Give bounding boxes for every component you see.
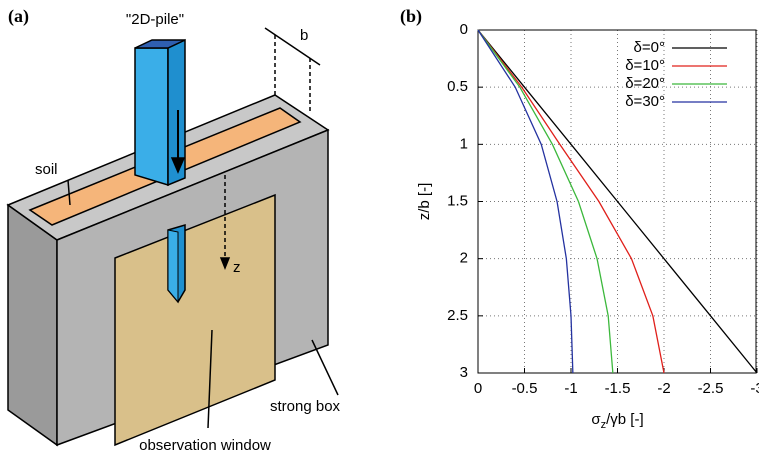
pile-tip (168, 230, 178, 302)
legend-label: δ=30° (625, 93, 665, 110)
leader (312, 340, 338, 395)
figure: (a) "2D-pile" b soil z strong box observ… (0, 0, 759, 461)
x-axis-label: σz/γb [-] (591, 411, 643, 431)
x-tick-label: -1.5 (605, 380, 631, 397)
y-tick-label: 1.5 (447, 192, 468, 209)
window-label: observation window (139, 437, 271, 454)
x-tick-label: -1 (564, 380, 577, 397)
y-axis-label: z/b [-] (416, 183, 433, 221)
y-tick-label: 2.5 (447, 307, 468, 324)
panel-label: (a) (8, 6, 29, 27)
y-tick-label: 2 (460, 250, 468, 267)
box-side (8, 205, 57, 445)
box-label: strong box (270, 398, 341, 415)
width-label: b (300, 27, 308, 44)
x-axis-label-part: /γb [-] (606, 411, 644, 428)
depth-label: z (233, 259, 241, 276)
x-tick-label: 0 (474, 380, 482, 397)
y-tick-label: 3 (460, 364, 468, 381)
x-tick-label: -3 (750, 380, 759, 397)
series-line (478, 30, 757, 373)
panel-label: (b) (400, 6, 422, 27)
legend-label: δ=10° (625, 57, 665, 74)
y-tick-label: 1 (460, 135, 468, 152)
x-tick-label: -2.5 (698, 380, 724, 397)
pile-label: "2D-pile" (126, 11, 184, 28)
x-tick-label: -2 (657, 380, 670, 397)
diagram (8, 28, 338, 445)
soil-label: soil (35, 161, 58, 178)
y-tick-label: 0.5 (447, 78, 468, 95)
x-tick-label: -0.5 (512, 380, 538, 397)
pile-front (135, 48, 168, 185)
legend-label: δ=20° (625, 75, 665, 92)
legend-label: δ=0° (634, 39, 665, 56)
dimension-line (265, 28, 320, 65)
y-tick-label: 0 (460, 21, 468, 38)
